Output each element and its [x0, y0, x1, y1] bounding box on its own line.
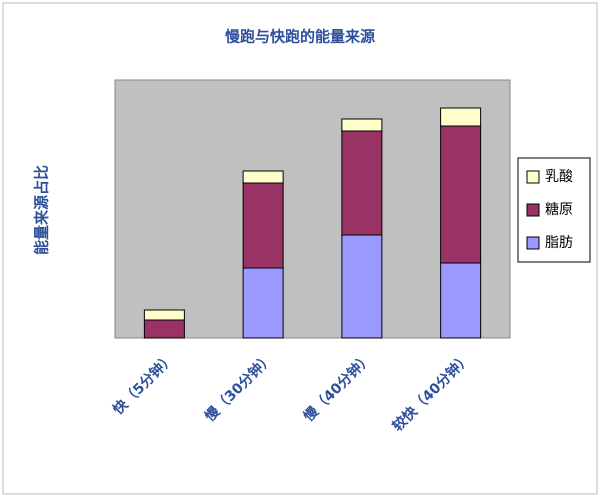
bar-segment — [242, 170, 284, 184]
bar-segment — [341, 118, 383, 132]
bar-segment — [242, 182, 284, 269]
bar-segment — [440, 125, 482, 264]
bar-segment — [341, 234, 383, 339]
legend-swatch — [526, 170, 540, 184]
bar-segment — [143, 309, 185, 321]
bar-segment — [242, 267, 284, 339]
chart-title: 慢跑与快跑的能量来源 — [225, 28, 375, 46]
legend-label: 脂肪 — [545, 235, 573, 251]
legend-label: 乳酸 — [545, 169, 573, 185]
legend-swatch — [526, 203, 540, 217]
bar-segment — [440, 107, 482, 127]
legend-swatch — [526, 236, 540, 250]
bar-segment — [341, 130, 383, 236]
bar-segment — [440, 262, 482, 339]
bar-segment — [143, 319, 185, 339]
legend-label: 糖原 — [545, 202, 573, 218]
y-axis-label: 能量来源占比 — [33, 165, 51, 255]
